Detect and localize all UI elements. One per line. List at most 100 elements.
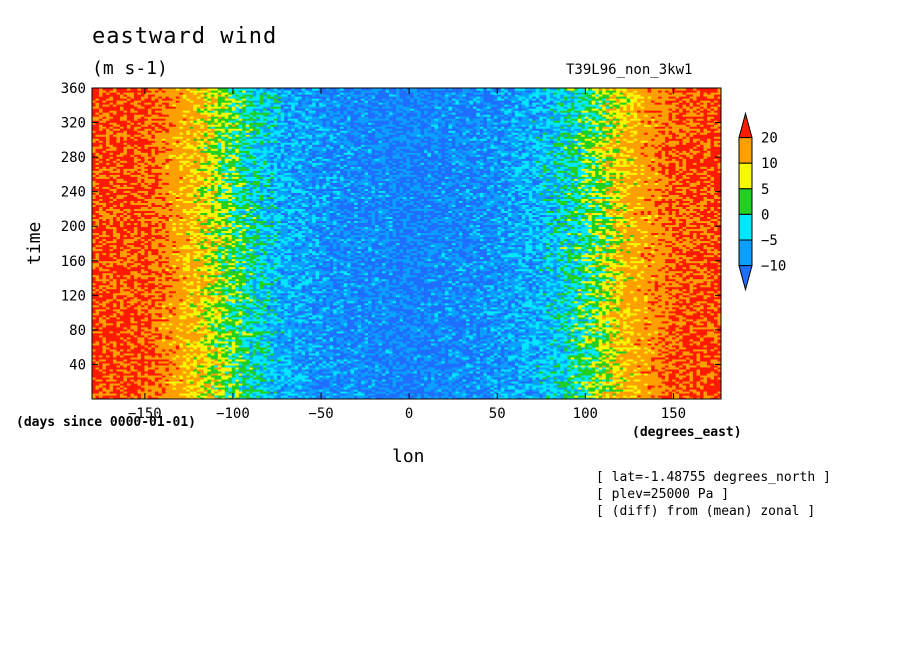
heatmap-cell bbox=[319, 374, 324, 378]
heatmap-cell bbox=[252, 392, 257, 396]
heatmap-cell bbox=[144, 382, 149, 386]
heatmap-cell bbox=[154, 368, 166, 372]
heatmap-cell bbox=[371, 368, 376, 372]
heatmap-cell bbox=[693, 372, 698, 376]
heatmap-cell bbox=[378, 370, 383, 374]
heatmap-cell bbox=[189, 380, 194, 384]
heatmap-cell bbox=[245, 380, 254, 384]
heatmap-cell bbox=[189, 394, 194, 398]
heatmap-cell bbox=[525, 388, 530, 392]
heatmap-cell bbox=[371, 376, 390, 380]
heatmap-cell bbox=[329, 394, 334, 398]
heatmap-cell bbox=[500, 388, 505, 392]
heatmap-cell bbox=[396, 380, 415, 384]
heatmap-cell bbox=[221, 378, 233, 382]
heatmap-cell bbox=[207, 374, 212, 378]
heatmap-cell bbox=[249, 370, 257, 374]
heatmap-cell bbox=[675, 386, 684, 390]
heatmap-cell bbox=[696, 392, 701, 396]
heatmap-cell bbox=[186, 386, 191, 390]
heatmap-cell bbox=[441, 394, 450, 398]
heatmap-cell bbox=[231, 368, 236, 372]
heatmap-cell bbox=[249, 382, 257, 386]
heatmap-cell bbox=[385, 388, 394, 392]
heatmap-cell bbox=[116, 378, 125, 382]
heatmap-cell bbox=[158, 396, 191, 399]
heatmap-field bbox=[92, 88, 721, 399]
heatmap-cell bbox=[710, 370, 715, 374]
heatmap-cell bbox=[280, 370, 285, 374]
heatmap-cell bbox=[430, 376, 436, 380]
heatmap-cell bbox=[231, 372, 236, 376]
heatmap-cell bbox=[210, 392, 215, 396]
heatmap-cell bbox=[147, 376, 156, 380]
heatmap-cell bbox=[472, 374, 477, 378]
heatmap-cell bbox=[392, 384, 397, 388]
heatmap-cell bbox=[588, 390, 600, 394]
heatmap-cell bbox=[420, 384, 429, 388]
heatmap-cell bbox=[633, 378, 642, 382]
heatmap-cell bbox=[581, 382, 586, 386]
heatmap-cell bbox=[392, 382, 397, 386]
heatmap-cell bbox=[203, 376, 215, 380]
heatmap-cell bbox=[504, 376, 509, 380]
heatmap-cell bbox=[598, 382, 603, 386]
heatmap-cell bbox=[542, 370, 551, 374]
heatmap-cell bbox=[640, 372, 645, 376]
heatmap-cell bbox=[689, 390, 694, 394]
heatmap-cell bbox=[689, 388, 698, 392]
heatmap-cell bbox=[207, 370, 222, 374]
heatmap-cell bbox=[633, 374, 659, 378]
heatmap-cell bbox=[588, 382, 593, 386]
heatmap-cell bbox=[647, 386, 652, 390]
heatmap-cell bbox=[200, 392, 208, 396]
heatmap-cell bbox=[235, 380, 240, 384]
heatmap-cell bbox=[441, 384, 450, 388]
heatmap-cell bbox=[186, 388, 191, 392]
heatmap-cell bbox=[612, 374, 621, 378]
heatmap-cell bbox=[427, 372, 432, 376]
heatmap-cell bbox=[686, 396, 694, 399]
heatmap-cell bbox=[500, 390, 516, 394]
heatmap-cell bbox=[130, 382, 139, 386]
heatmap-cell bbox=[231, 388, 236, 392]
heatmap-cell bbox=[458, 384, 464, 388]
heatmap-cell bbox=[700, 374, 715, 378]
heatmap-cell bbox=[312, 392, 317, 396]
heatmap-cell bbox=[427, 376, 432, 380]
heatmap-cell bbox=[609, 376, 621, 380]
heatmap-cell bbox=[518, 378, 530, 382]
heatmap-cell bbox=[605, 388, 610, 392]
heatmap-cell bbox=[472, 392, 477, 396]
heatmap-cell bbox=[647, 382, 666, 386]
heatmap-cell bbox=[598, 378, 603, 382]
heatmap-cell bbox=[437, 372, 443, 376]
heatmap-cell bbox=[493, 384, 498, 388]
heatmap-cell bbox=[333, 384, 338, 388]
heatmap-cell bbox=[497, 396, 509, 399]
heatmap-cell bbox=[284, 392, 289, 396]
heatmap-cell bbox=[633, 386, 638, 390]
heatmap-cell bbox=[591, 382, 596, 386]
heatmap-cell bbox=[238, 396, 247, 399]
heatmap-cell bbox=[493, 372, 502, 376]
heatmap-cell bbox=[528, 388, 533, 392]
heatmap-cell bbox=[647, 372, 659, 376]
heatmap-cell bbox=[647, 390, 652, 394]
heatmap-cell bbox=[392, 378, 404, 382]
run-id: T39L96_non_3kw1 bbox=[566, 62, 693, 78]
heatmap-cell bbox=[287, 392, 299, 396]
heatmap-cell bbox=[210, 374, 222, 378]
heatmap-cell bbox=[668, 388, 673, 392]
heatmap-cell bbox=[207, 390, 212, 394]
heatmap-cell bbox=[420, 382, 425, 386]
heatmap-cell bbox=[686, 374, 691, 378]
heatmap-cell bbox=[679, 370, 684, 374]
heatmap-cell bbox=[619, 390, 635, 394]
heatmap-cell bbox=[235, 396, 240, 399]
heatmap-cell bbox=[605, 394, 610, 398]
heatmap-cell bbox=[700, 370, 712, 374]
heatmap-cell bbox=[570, 380, 575, 384]
heatmap-cell bbox=[658, 374, 666, 378]
heatmap-cell bbox=[549, 394, 558, 398]
